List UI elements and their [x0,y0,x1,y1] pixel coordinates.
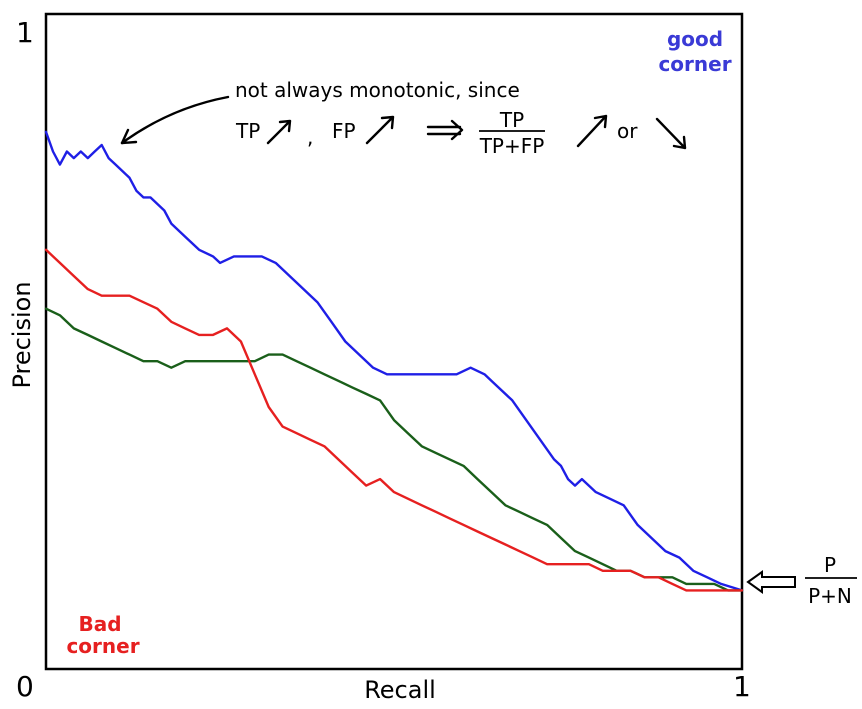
good-corner-label-line1: good [667,27,723,51]
bad-corner-label-line2: corner [66,634,139,658]
x-axis-label: Recall [364,676,436,704]
implies-arrow-icon [426,119,464,141]
annotation-tp: TP [235,119,260,143]
up-arrow-icon-fp [365,115,395,145]
y-tick-label-bottom: 0 [16,670,34,703]
good-corner-label-line2: corner [658,52,731,76]
baseline-hollow-arrow-icon [746,570,796,594]
down-arrow-icon-ratio [655,117,687,150]
series-line-red [44,248,744,592]
annotation-note: not always monotonic, since [235,78,520,102]
series-line-green [44,307,744,592]
curved-arrow-head [120,128,138,145]
plot-frame [44,12,744,671]
y-axis-label: Precision [8,281,36,388]
up-arrow-icon-tp [266,119,292,145]
annotation-fraction-numerator: TP [499,108,524,132]
annotation-comma: , [307,125,313,149]
bad-corner-label-line1: Bad [78,612,121,636]
annotation-fraction-denominator: TP+FP [479,134,545,158]
baseline-fraction-denominator: P+N [808,584,852,608]
series-line-blue [44,130,744,592]
baseline-fraction-numerator: P [824,553,836,577]
up-arrow-icon-ratio [576,114,608,148]
annotation-fp: FP [332,119,356,143]
y-tick-label-top: 1 [16,16,34,49]
curved-arrow-to-peak [120,95,230,145]
annotation-or: or [617,119,638,143]
x-tick-label-right: 1 [733,670,751,703]
series-layer [44,130,744,592]
